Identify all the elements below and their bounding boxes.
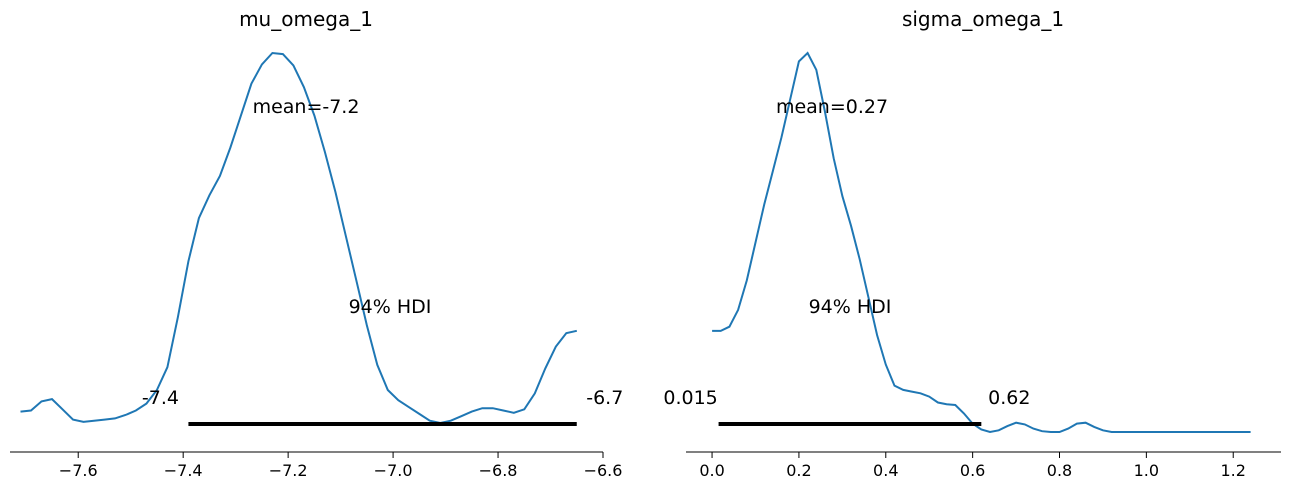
density-curve [20, 51, 578, 425]
x-tick-label: −6.8 [479, 461, 518, 480]
hdi-low-label: 0.015 [663, 387, 717, 409]
x-tick-label: 0.8 [1047, 461, 1072, 480]
hdi-label: 94% HDI [809, 296, 892, 318]
x-tick-label: 0.4 [873, 461, 898, 480]
mean-label: mean=0.27 [776, 96, 888, 118]
x-tick-label: −7.4 [164, 461, 203, 480]
x-tick-label: −7.6 [59, 461, 98, 480]
hdi-high-label: -6.7 [586, 387, 623, 409]
x-tick-label: 1.2 [1220, 461, 1245, 480]
x-tick-label: 1.0 [1134, 461, 1159, 480]
density-curve [712, 51, 1251, 434]
x-tick-label: −6.6 [584, 461, 623, 480]
x-tick-label: 0.2 [786, 461, 811, 480]
x-tick-label: −7.0 [374, 461, 413, 480]
panel-sigma-omega-1: sigma_omega_1 0.0 0.2 0.4 0.6 0.8 1.0 1.2 mean… [663, 7, 1281, 480]
panel-mu-omega-1: mu_omega_1 −7.6 −7.4 −7.2 −7.0 −6.8 −6.6 mean… [10, 7, 623, 480]
chart-title: mu_omega_1 [239, 7, 373, 31]
x-axis-ticks: 0.0 0.2 0.4 0.6 0.8 1.0 1.2 [699, 452, 1246, 480]
x-tick-label: 0.0 [699, 461, 724, 480]
mean-label: mean=-7.2 [253, 96, 360, 118]
hdi-label: 94% HDI [349, 296, 432, 318]
x-tick-label: −7.2 [269, 461, 308, 480]
hdi-low-label: -7.4 [142, 387, 179, 409]
x-tick-label: 0.6 [960, 461, 985, 480]
chart-title: sigma_omega_1 [902, 7, 1064, 31]
x-axis-ticks: −7.6 −7.4 −7.2 −7.0 −6.8 −6.6 [59, 452, 623, 480]
hdi-high-label: 0.62 [988, 387, 1030, 409]
